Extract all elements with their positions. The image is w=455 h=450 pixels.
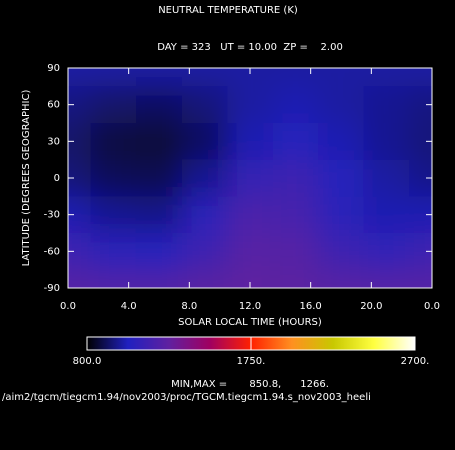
heat-cell: [90, 86, 137, 123]
colorbar-tick-label: 800.0: [73, 356, 102, 367]
x-tick-label: 4.0: [121, 301, 137, 312]
heat-cell: [272, 123, 319, 160]
heat-cell: [90, 159, 137, 197]
heat-cell: [363, 269, 410, 288]
heat-cell: [409, 196, 432, 233]
heat-cell: [181, 196, 228, 233]
heat-cell: [181, 233, 228, 270]
heat-cell: [363, 233, 410, 270]
y-tick-label: 60: [47, 100, 60, 111]
heat-cell: [409, 68, 432, 87]
heat-cell: [227, 196, 273, 233]
heat-cell: [227, 68, 273, 87]
heat-cell: [409, 269, 432, 288]
heat-cell: [227, 159, 273, 197]
heat-cell: [318, 123, 364, 160]
x-tick-label: 16.0: [300, 301, 322, 312]
heat-cell: [318, 233, 364, 270]
heat-cell: [409, 86, 432, 123]
y-tick-label: 0: [54, 173, 60, 184]
cells: [68, 68, 432, 288]
chart-title: NEUTRAL TEMPERATURE (K): [158, 5, 298, 16]
heat-cell: [318, 68, 364, 87]
heat-cell: [90, 123, 137, 160]
stats: MIN,MAX = 850.8, 1266.: [171, 379, 329, 390]
heat-cell: [272, 86, 319, 123]
heat-cell: [181, 86, 228, 123]
heat-cell: [68, 269, 91, 288]
heat-cell: [272, 68, 319, 87]
y-tick-label: 90: [47, 63, 60, 74]
y-axis-label: LATITUDE (DEGREES GEOGRAPHIC): [21, 90, 32, 267]
heat-cell: [272, 269, 319, 288]
heat-cell: [272, 159, 319, 197]
x-axis-label: SOLAR LOCAL TIME (HOURS): [178, 317, 322, 328]
x-tick-label: 12.0: [239, 301, 261, 312]
heat-cell: [318, 159, 364, 197]
heat-cell: [363, 86, 410, 123]
x-tick-label: 0.0: [424, 301, 440, 312]
heat-cell: [363, 68, 410, 87]
heat-cell: [68, 159, 91, 197]
heat-cell: [181, 123, 228, 160]
heat-cell: [227, 233, 273, 270]
heat-cell: [136, 123, 182, 160]
heat-cell: [68, 86, 91, 123]
heat-cell: [409, 123, 432, 160]
heat-cell: [409, 233, 432, 270]
heat-cell: [90, 269, 137, 288]
y-tick-label: -90: [44, 283, 60, 294]
heat-cell: [318, 86, 364, 123]
heat-cell: [363, 196, 410, 233]
heat-cell: [227, 86, 273, 123]
heat-cell: [181, 68, 228, 87]
colorbar-tick-label: 1750.: [237, 356, 266, 367]
field: [68, 68, 432, 288]
heat-cell: [272, 233, 319, 270]
x-tick-label: 20.0: [360, 301, 382, 312]
heat-cell: [68, 196, 91, 233]
heat-cell: [68, 68, 91, 87]
heat-cell: [227, 269, 273, 288]
chart-subtitle: DAY = 323 UT = 10.00 ZP = 2.00: [157, 42, 343, 53]
heat-cell: [227, 123, 273, 160]
colorbar-tick-label: 2700.: [401, 356, 430, 367]
heat-cell: [136, 86, 182, 123]
heat-cell: [272, 196, 319, 233]
heat-cell: [136, 233, 182, 270]
heat-cell: [181, 269, 228, 288]
x-tick-label: 0.0: [60, 301, 76, 312]
heat-cell: [90, 68, 137, 87]
heat-cell: [136, 269, 182, 288]
heat-cell: [136, 159, 182, 197]
y-tick-label: -30: [44, 210, 60, 221]
heat-cell: [90, 233, 137, 270]
heat-cell: [136, 68, 182, 87]
heat-cell: [409, 159, 432, 197]
file-path: /aim2/tgcm/tiegcm1.94/nov2003/proc/TGCM.…: [2, 392, 371, 403]
heat-cell: [136, 196, 182, 233]
heat-cell: [363, 159, 410, 197]
heat-cell: [90, 196, 137, 233]
heat-cell: [68, 123, 91, 160]
y-tick-label: -60: [44, 246, 60, 257]
heat-cell: [68, 233, 91, 270]
heat-cell: [181, 159, 228, 197]
x-tick-label: 8.0: [181, 301, 197, 312]
heat-cell: [318, 269, 364, 288]
heat-cell: [318, 196, 364, 233]
heat-cell: [363, 123, 410, 160]
y-tick-label: 30: [47, 136, 60, 147]
